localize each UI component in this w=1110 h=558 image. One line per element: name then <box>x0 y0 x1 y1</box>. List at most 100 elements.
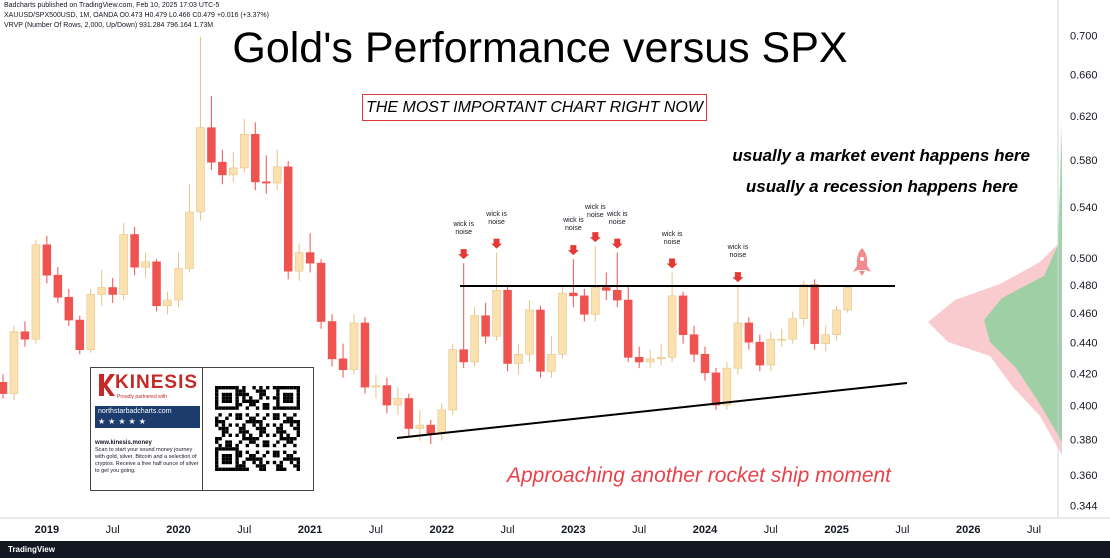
qr-cell <box>221 386 226 390</box>
qr-cell <box>259 433 263 437</box>
candle-body <box>305 252 315 264</box>
annotation: wick is noise <box>661 230 683 246</box>
qr-cell <box>215 437 219 441</box>
qr-cell <box>235 386 239 390</box>
candle-body <box>338 358 348 371</box>
x-tick-label: 2026 <box>956 524 980 536</box>
candle-body <box>327 321 337 360</box>
qr-cell <box>228 457 232 461</box>
ad-divider <box>202 368 203 490</box>
y-tick-label: 0.400 <box>1070 401 1098 413</box>
qr-cell <box>296 392 300 397</box>
candle-body <box>744 322 754 343</box>
qr-cell <box>238 464 243 468</box>
qr-cell <box>289 406 294 410</box>
qr-cell <box>255 464 260 468</box>
y-tick-label: 0.420 <box>1070 368 1098 380</box>
qr-cell <box>221 454 226 458</box>
qr-cell <box>266 386 270 390</box>
qr-cell <box>276 413 280 417</box>
qr-cell <box>242 426 246 431</box>
qr-cell <box>262 426 266 431</box>
qr-cell <box>215 454 219 458</box>
qr-cell <box>279 437 283 441</box>
qr-cell <box>228 433 232 437</box>
candle-body <box>9 331 19 394</box>
qr-cell <box>235 416 239 420</box>
qr-cell <box>293 386 297 390</box>
qr-cell <box>293 406 297 410</box>
qr-cell <box>238 450 243 454</box>
qr-cell <box>252 460 256 465</box>
arrow <box>732 272 744 283</box>
x-tick-label: Jul <box>369 524 383 536</box>
ad-text: KINESIS Proudly partnered with northstar… <box>95 372 200 475</box>
qr-cell <box>289 396 294 400</box>
qr-cell <box>242 392 246 397</box>
note: usually a recession happens here <box>745 177 1018 196</box>
candle-body <box>262 181 271 184</box>
qr-cell <box>242 430 246 434</box>
qr-cell <box>262 443 266 448</box>
qr-cell <box>249 454 253 458</box>
qr-cell <box>272 416 277 420</box>
qr-cell <box>289 416 294 420</box>
qr-cell <box>218 406 222 410</box>
qr-cell <box>283 450 287 454</box>
qr-cell <box>221 447 226 451</box>
candle-body <box>360 322 370 388</box>
candle-body <box>382 385 392 406</box>
qr-cell <box>259 386 263 390</box>
qr-cell <box>279 386 283 390</box>
qr-cell <box>228 392 232 397</box>
qr-cell <box>266 413 270 417</box>
qr-cell <box>221 420 226 424</box>
qr-cell <box>252 420 256 424</box>
qr-cell <box>286 392 290 397</box>
qr-cell <box>266 440 270 444</box>
qr-cell <box>276 406 280 410</box>
qr-cell <box>276 399 280 403</box>
candle-body <box>283 166 293 272</box>
candle-body <box>75 319 85 350</box>
candle-body <box>207 127 216 163</box>
qr-cell <box>221 406 226 410</box>
qr-cell <box>215 399 219 403</box>
qr-cell <box>228 454 232 458</box>
candle-body <box>426 424 436 434</box>
rocket-icon <box>853 248 871 276</box>
qr-cell <box>228 440 232 444</box>
note: usually a market event happens here <box>732 146 1030 165</box>
qr-cell <box>225 386 229 390</box>
qr-cell <box>238 416 243 420</box>
qr-cell <box>283 443 287 448</box>
qr-cell <box>245 420 249 424</box>
qr-cell <box>238 403 243 407</box>
qr-cell <box>235 399 239 403</box>
x-tick-label: Jul <box>895 524 909 536</box>
qr-cell <box>286 454 290 458</box>
qr-cell <box>289 460 294 465</box>
qr-cell <box>245 437 249 441</box>
qr-cell <box>218 420 222 424</box>
candle-body <box>97 287 106 295</box>
annotation: wick is noise <box>606 210 628 226</box>
candle-body <box>272 166 282 184</box>
qr-cell <box>215 406 219 410</box>
chart-title: Gold's Performance versus SPX <box>232 24 848 72</box>
qr-cell <box>249 399 253 403</box>
qr-cell <box>255 457 260 461</box>
qr-cell <box>296 406 300 410</box>
qr-cell <box>218 443 222 448</box>
qr-cell <box>221 430 226 434</box>
support-line <box>396 382 908 439</box>
candle-body <box>229 167 238 176</box>
qr-cell <box>215 420 219 424</box>
candle-body <box>525 309 534 355</box>
qr-cell <box>225 392 229 397</box>
qr-cell <box>272 396 277 400</box>
candle-body <box>371 385 381 388</box>
qr-cell <box>293 437 297 441</box>
qr-cell <box>279 423 283 427</box>
